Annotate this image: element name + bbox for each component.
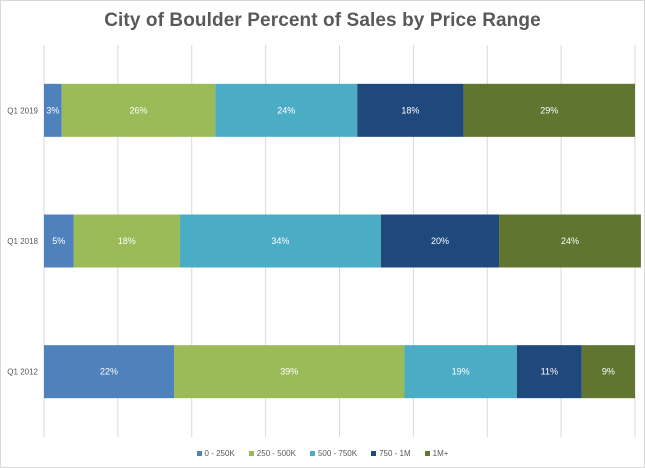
data-label: 9%	[602, 367, 615, 377]
bar-segment	[404, 345, 517, 399]
data-label: 34%	[271, 236, 289, 246]
bar-segment	[581, 345, 635, 399]
data-label: 24%	[277, 105, 295, 115]
data-label: 29%	[540, 105, 558, 115]
legend-item: 750 - 1M	[371, 449, 411, 458]
data-label: 19%	[452, 367, 470, 377]
bar-segment	[44, 83, 62, 137]
legend-swatch	[248, 451, 254, 456]
chart-title: City of Boulder Percent of Sales by Pric…	[104, 10, 541, 31]
legend-swatch	[371, 451, 377, 456]
legend-label: 750 - 1M	[379, 449, 411, 458]
data-label: 20%	[431, 236, 449, 246]
legend-label: 500 - 750K	[317, 449, 358, 458]
bar-segment	[174, 345, 405, 399]
data-label: 24%	[561, 236, 579, 246]
legend-label: 1M+	[432, 449, 449, 458]
bar-segment	[179, 214, 381, 268]
bar-segment	[215, 83, 358, 137]
data-label: 39%	[280, 367, 298, 377]
bar-segment	[357, 83, 464, 137]
category-label: Q1 2012	[7, 368, 38, 377]
data-label: 22%	[100, 367, 118, 377]
legend-swatch	[196, 451, 202, 456]
plot-area: Q1 2019 3% 26% 24% 18% 29% Q1 2018 5% 18% 34% 20% 2…	[7, 45, 641, 437]
data-label: 18%	[401, 105, 419, 115]
data-label: 18%	[118, 236, 136, 246]
legend-item: 500 - 750K	[309, 449, 358, 458]
category-label: Q1 2019	[7, 106, 38, 115]
bar-segment	[73, 214, 180, 268]
bar-segment	[380, 214, 500, 268]
bar-segment	[61, 83, 216, 137]
legend-label: 0 - 250K	[204, 449, 235, 458]
bar-segment	[516, 345, 582, 399]
bar-segment	[463, 83, 635, 137]
data-label: 26%	[130, 105, 148, 115]
legend-swatch	[424, 451, 430, 456]
data-label: 11%	[541, 367, 558, 377]
bar-segment	[44, 345, 175, 399]
legend: 0 - 250K 250 - 500K 500 - 750K 750 - 1M 1M+	[1, 449, 644, 458]
bar-segment	[499, 214, 641, 268]
legend-label: 250 - 500K	[256, 449, 296, 458]
legend-item: 250 - 500K	[248, 449, 296, 458]
category-label: Q1 2018	[7, 237, 38, 246]
data-label: 5%	[52, 236, 65, 246]
legend-swatch	[309, 451, 315, 456]
bar-segment	[44, 214, 74, 268]
legend-item: 0 - 250K	[196, 449, 235, 458]
legend-item: 1M+	[424, 449, 449, 458]
data-label: 3%	[46, 105, 59, 115]
